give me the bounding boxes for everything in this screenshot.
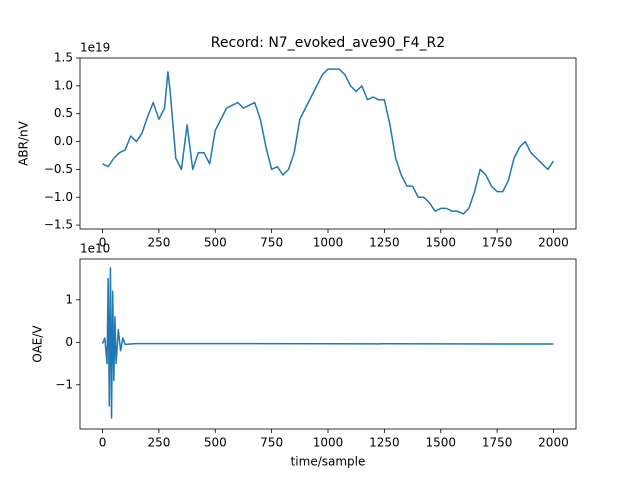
x-tick-label: 750 bbox=[260, 236, 283, 250]
x-axis-label: time/sample bbox=[291, 455, 366, 469]
y-tick-label: −1.0 bbox=[44, 190, 73, 204]
y-tick-label: 0.5 bbox=[54, 106, 73, 120]
y-tick-label: −1 bbox=[55, 377, 73, 391]
chart-title: Record: N7_evoked_ave90_F4_R2 bbox=[211, 35, 445, 51]
x-tick-label: 1250 bbox=[369, 436, 400, 450]
data-line bbox=[101, 267, 554, 419]
x-tick-label: 1500 bbox=[425, 436, 456, 450]
y-tick-label: 0 bbox=[65, 335, 73, 349]
y-tick-label: 0.0 bbox=[54, 134, 73, 148]
x-tick-label: 250 bbox=[147, 436, 170, 450]
x-tick-label: 1000 bbox=[313, 236, 344, 250]
y-tick-label: 1.5 bbox=[54, 51, 73, 65]
axes-frame bbox=[79, 57, 577, 230]
x-tick-label: 2000 bbox=[538, 436, 569, 450]
y-tick-label: 1.0 bbox=[54, 78, 73, 92]
offset-label: 1e19 bbox=[80, 41, 110, 55]
x-tick-label: 1250 bbox=[369, 236, 400, 250]
x-tick-label: 750 bbox=[260, 436, 283, 450]
x-tick-label: 2000 bbox=[538, 236, 569, 250]
x-tick-label: 1750 bbox=[482, 236, 513, 250]
y-tick-label: −0.5 bbox=[44, 162, 73, 176]
x-tick-label: 0 bbox=[99, 236, 107, 250]
y-axis-label: ABR/nV bbox=[17, 120, 31, 165]
x-tick-label: 250 bbox=[147, 236, 170, 250]
x-tick-label: 500 bbox=[204, 236, 227, 250]
y-axis-label: OAE/V bbox=[31, 325, 45, 363]
y-tick-label: −1.5 bbox=[44, 218, 73, 232]
x-tick-label: 500 bbox=[204, 436, 227, 450]
x-tick-label: 0 bbox=[99, 436, 107, 450]
x-tick-label: 1750 bbox=[482, 436, 513, 450]
offset-label: 1e10 bbox=[80, 242, 110, 256]
y-tick-label: 1 bbox=[65, 292, 73, 306]
x-tick-label: 1500 bbox=[425, 236, 456, 250]
x-tick-label: 1000 bbox=[313, 436, 344, 450]
data-line bbox=[102, 68, 555, 215]
